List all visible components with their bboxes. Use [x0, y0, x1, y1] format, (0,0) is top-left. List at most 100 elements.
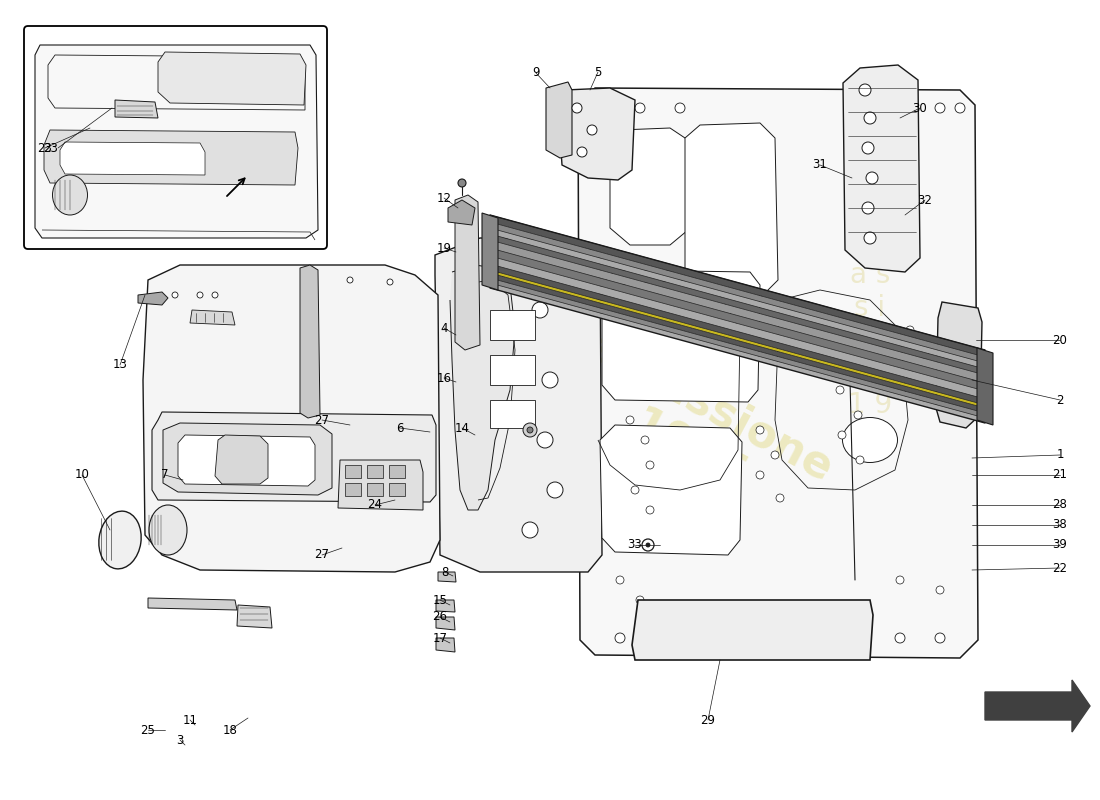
Polygon shape — [158, 52, 306, 105]
Polygon shape — [438, 572, 456, 582]
Circle shape — [646, 543, 650, 547]
Polygon shape — [977, 348, 993, 425]
Text: 1: 1 — [1056, 449, 1064, 462]
Circle shape — [615, 103, 625, 113]
Circle shape — [776, 494, 784, 502]
Bar — [367, 465, 383, 478]
Text: 2: 2 — [1056, 394, 1064, 406]
Circle shape — [212, 292, 218, 298]
Text: 31: 31 — [813, 158, 827, 171]
Polygon shape — [490, 264, 984, 405]
Polygon shape — [138, 292, 168, 305]
Circle shape — [771, 451, 779, 459]
Polygon shape — [436, 638, 455, 652]
Polygon shape — [490, 248, 984, 391]
Circle shape — [522, 423, 537, 437]
Text: 3: 3 — [176, 734, 184, 746]
Circle shape — [578, 147, 587, 157]
Circle shape — [856, 456, 864, 464]
Polygon shape — [214, 435, 268, 484]
Bar — [345, 483, 361, 496]
Circle shape — [641, 436, 649, 444]
Text: 23: 23 — [37, 142, 53, 154]
Text: 23: 23 — [43, 142, 58, 154]
Circle shape — [862, 142, 874, 154]
Circle shape — [906, 371, 914, 379]
Polygon shape — [436, 600, 455, 612]
Circle shape — [916, 396, 924, 404]
Polygon shape — [116, 100, 158, 118]
Polygon shape — [490, 283, 984, 423]
Polygon shape — [152, 412, 436, 502]
Polygon shape — [685, 123, 778, 298]
Text: 38: 38 — [1053, 518, 1067, 531]
Polygon shape — [482, 213, 498, 290]
Text: 10: 10 — [75, 469, 89, 482]
Text: 27: 27 — [315, 414, 330, 426]
Polygon shape — [35, 45, 318, 238]
Circle shape — [859, 84, 871, 96]
Circle shape — [836, 386, 844, 394]
Polygon shape — [490, 222, 984, 363]
Text: 15: 15 — [432, 594, 448, 606]
Circle shape — [572, 103, 582, 113]
Circle shape — [895, 103, 905, 113]
Polygon shape — [490, 270, 984, 408]
Text: 24: 24 — [367, 498, 383, 511]
Polygon shape — [338, 460, 424, 510]
Text: 7: 7 — [162, 469, 168, 482]
Circle shape — [866, 172, 878, 184]
Text: 6: 6 — [396, 422, 404, 434]
Circle shape — [587, 125, 597, 135]
Polygon shape — [578, 88, 978, 658]
Polygon shape — [843, 65, 920, 272]
Text: 17: 17 — [432, 631, 448, 645]
Text: 32: 32 — [917, 194, 933, 206]
Circle shape — [522, 522, 538, 538]
Text: 5: 5 — [594, 66, 602, 78]
Circle shape — [646, 506, 654, 514]
Bar — [490, 355, 535, 385]
Polygon shape — [300, 265, 320, 418]
Circle shape — [935, 633, 945, 643]
Polygon shape — [632, 600, 873, 660]
Polygon shape — [60, 142, 205, 175]
Polygon shape — [436, 617, 455, 630]
Polygon shape — [44, 130, 298, 185]
Ellipse shape — [843, 418, 898, 462]
Circle shape — [615, 633, 625, 643]
Text: 4: 4 — [440, 322, 448, 334]
Bar — [389, 465, 405, 478]
Polygon shape — [450, 265, 515, 510]
Circle shape — [635, 103, 645, 113]
Ellipse shape — [53, 175, 88, 215]
Circle shape — [862, 202, 874, 214]
Text: 12: 12 — [437, 191, 451, 205]
Text: 26: 26 — [432, 610, 448, 623]
Polygon shape — [936, 302, 982, 428]
Text: 33: 33 — [628, 538, 642, 551]
Circle shape — [616, 576, 624, 584]
Circle shape — [654, 633, 666, 643]
Circle shape — [864, 232, 876, 244]
Circle shape — [387, 279, 393, 285]
Text: 20: 20 — [1053, 334, 1067, 346]
Circle shape — [537, 432, 553, 448]
Text: 9: 9 — [532, 66, 540, 79]
Polygon shape — [610, 128, 688, 245]
Circle shape — [864, 112, 876, 124]
Text: 29: 29 — [701, 714, 715, 726]
Bar — [345, 465, 361, 478]
Circle shape — [935, 103, 945, 113]
Bar — [490, 400, 535, 428]
Polygon shape — [600, 425, 742, 555]
Ellipse shape — [148, 505, 187, 555]
Polygon shape — [490, 273, 984, 413]
Polygon shape — [455, 195, 480, 350]
Text: 19: 19 — [437, 242, 451, 254]
Circle shape — [631, 486, 639, 494]
Text: 25: 25 — [141, 723, 155, 737]
Circle shape — [646, 461, 654, 469]
Text: 11: 11 — [183, 714, 198, 726]
Circle shape — [675, 103, 685, 113]
